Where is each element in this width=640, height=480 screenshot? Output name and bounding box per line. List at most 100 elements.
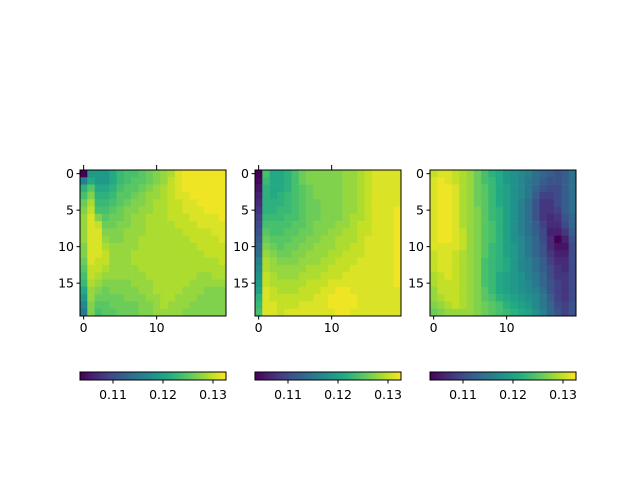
heatmap-cell — [437, 170, 445, 178]
heatmap-cell — [335, 286, 343, 295]
heatmap-cell — [430, 228, 438, 236]
heatmap-cell — [546, 206, 555, 215]
heatmap-cell — [328, 308, 336, 317]
heatmap-cell — [306, 272, 314, 280]
heatmap-cell — [568, 170, 577, 178]
heatmap-cell — [495, 243, 504, 251]
heatmap-cell — [182, 184, 190, 193]
heatmap-cell — [510, 191, 518, 200]
heatmap-cell — [546, 250, 555, 258]
heatmap-cell — [255, 191, 263, 200]
heatmap-cell — [444, 184, 453, 193]
heatmap-cell — [451, 272, 460, 280]
heatmap-cell — [342, 286, 351, 295]
heatmap-cell — [145, 301, 154, 309]
heatmap-cell — [546, 272, 555, 280]
y-tick-label: 15 — [58, 276, 74, 291]
heatmap-cell — [451, 206, 460, 215]
heatmap-cell — [255, 184, 263, 193]
heatmap-cell — [131, 308, 139, 317]
heatmap-cell — [284, 191, 292, 200]
heatmap-cell — [568, 243, 577, 251]
heatmap-cell — [306, 235, 314, 244]
heatmap-cell — [510, 294, 518, 302]
heatmap-cell — [320, 228, 329, 236]
heatmap-cell — [481, 264, 489, 273]
heatmap-cell — [174, 221, 183, 229]
heatmap-cell — [87, 294, 95, 302]
heatmap-cell — [153, 286, 161, 295]
heatmap-cell — [80, 301, 88, 309]
heatmap-cell — [554, 264, 562, 273]
heatmap-cell — [568, 257, 577, 266]
heatmap-cell — [218, 250, 227, 258]
heatmap-cell — [386, 184, 394, 193]
heatmap-cell — [430, 279, 438, 288]
heatmap-cell — [473, 235, 482, 244]
heatmap-cell — [488, 257, 496, 266]
heatmap-cell — [160, 199, 168, 207]
heatmap-cell — [80, 243, 88, 251]
heatmap-cell — [349, 199, 358, 207]
heatmap-cell — [160, 213, 168, 222]
heatmap-cell — [466, 221, 475, 229]
heatmap-cell — [357, 294, 365, 302]
heatmap-cell — [189, 177, 198, 185]
heatmap-cell — [379, 250, 387, 258]
heatmap-cell — [101, 199, 110, 207]
y-tick-label: 10 — [233, 239, 249, 254]
heatmap-cell — [204, 308, 212, 317]
heatmap-cell — [204, 184, 212, 193]
heatmap-cell — [167, 243, 176, 251]
heatmap-cell — [335, 279, 343, 288]
heatmap-cell — [386, 199, 394, 207]
heatmap-cell — [131, 272, 139, 280]
heatmap-cell — [393, 264, 402, 273]
heatmap-cell — [488, 272, 496, 280]
heatmap-cell — [160, 177, 168, 185]
heatmap-cell — [211, 294, 219, 302]
heatmap-cell — [291, 235, 300, 244]
heatmap-cell — [101, 250, 110, 258]
heatmap-cell — [313, 250, 321, 258]
heatmap-cell — [386, 279, 394, 288]
heatmap-cell — [218, 177, 227, 185]
heatmap-cell — [276, 184, 285, 193]
heatmap-cell — [94, 206, 103, 215]
heatmap-cell — [393, 272, 402, 280]
heatmap-cell — [101, 279, 110, 288]
heatmap-cell — [116, 228, 125, 236]
heatmap-cell — [430, 250, 438, 258]
heatmap-cell — [138, 264, 146, 273]
heatmap-cell — [488, 184, 496, 193]
heatmap-cell — [328, 272, 336, 280]
heatmap-cell — [160, 184, 168, 193]
heatmap-cell — [313, 294, 321, 302]
heatmap-cell — [160, 294, 168, 302]
heatmap-cell — [371, 301, 380, 309]
heatmap-panel-1: 0 10 0 5 10 15 — [58, 165, 227, 335]
heatmap-cell — [554, 170, 562, 178]
heatmap-cell — [517, 272, 526, 280]
heatmap-cell — [94, 184, 103, 193]
heatmap-cell — [123, 199, 132, 207]
heatmap-cell — [328, 199, 336, 207]
heatmap-cell — [153, 235, 161, 244]
heatmap-cell — [153, 184, 161, 193]
heatmap-cell — [546, 264, 555, 273]
heatmap-cell — [371, 286, 380, 295]
heatmap-cell — [196, 184, 205, 193]
heatmap-cell — [94, 191, 103, 200]
heatmap-cell — [554, 272, 562, 280]
heatmap-cell — [276, 250, 285, 258]
heatmap-cell — [546, 177, 555, 185]
heatmap-cell — [430, 243, 438, 251]
heatmap-cell — [160, 170, 168, 178]
heatmap-cell — [437, 228, 445, 236]
colorbar-2: 0.11 0.12 0.13 — [254, 371, 402, 402]
heatmap-cell — [306, 243, 314, 251]
heatmap-cell — [473, 170, 482, 178]
heatmap-cell — [101, 308, 110, 317]
heatmap-panel-2: 0 10 0 5 10 15 — [233, 165, 402, 335]
heatmap-cell — [466, 206, 475, 215]
